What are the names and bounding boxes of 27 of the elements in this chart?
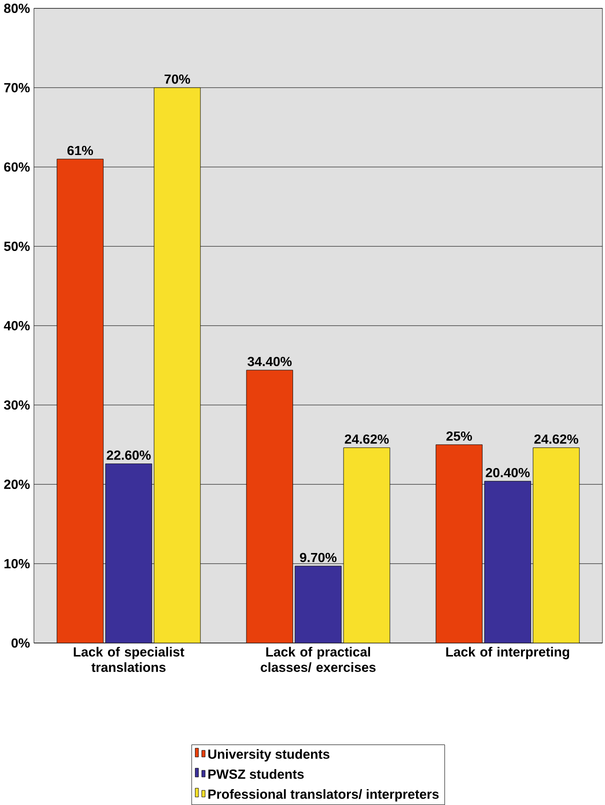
data-label: 61% [67, 146, 93, 156]
legend-label: University students [208, 749, 330, 762]
y-tick-label: 80% [4, 4, 30, 13]
data-label: 9.70% [300, 552, 336, 562]
data-label: 24.62% [344, 434, 389, 444]
x-tick-label: Lack of interpreting [446, 646, 570, 660]
y-tick-label: 60% [4, 162, 30, 172]
bar [246, 370, 293, 644]
y-tick-label: 40% [4, 321, 30, 330]
legend-label: PWSZ students [208, 769, 304, 779]
data-label: 24.62% [534, 434, 578, 444]
y-tick-label: 20% [4, 480, 30, 489]
x-tick-label: Lack of practical classes/ exercises [260, 646, 376, 672]
y-tick-label: 70% [4, 82, 30, 92]
legend-label: Professional translators/ interpreters [208, 789, 439, 802]
bar [56, 158, 104, 644]
y-tick-label: 0% [11, 638, 30, 648]
y-tick-label: 10% [4, 559, 30, 568]
data-label: 25% [446, 431, 472, 441]
data-label: 22.60% [106, 450, 151, 460]
data-label: 34.40% [248, 356, 292, 366]
y-tick-label: 30% [4, 400, 30, 410]
data-label: 70% [164, 74, 190, 84]
data-label: 20.40% [486, 468, 530, 478]
bar [436, 444, 482, 644]
x-tick-label: Lack of specialist translations [74, 646, 184, 672]
y-tick-label: 50% [4, 242, 30, 251]
